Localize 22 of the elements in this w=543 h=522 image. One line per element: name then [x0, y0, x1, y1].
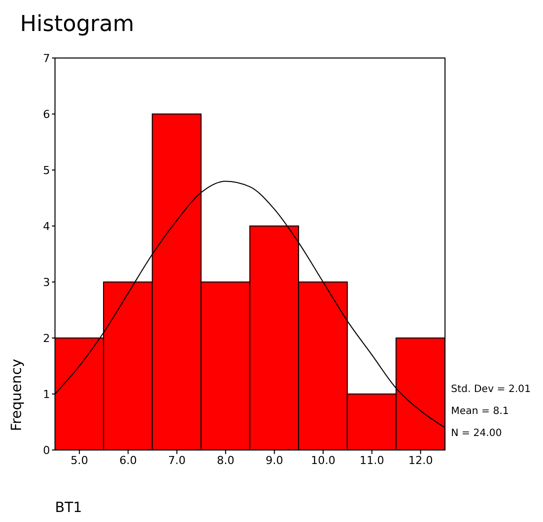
x-tick-label: 11.0 — [360, 454, 384, 467]
y-tick-label: 6 — [43, 108, 50, 121]
y-axis-title: Frequency — [9, 358, 25, 434]
y-tick-label: 7 — [43, 52, 50, 65]
x-tick-label: 10.0 — [310, 454, 336, 467]
chart-title: Histogram — [20, 12, 134, 37]
y-tick-label: 3 — [43, 276, 50, 289]
text: Std. Dev = 2.01 — [451, 384, 531, 395]
x-axis-title: BT1 — [55, 500, 82, 516]
y-tick-label: 2 — [43, 332, 50, 345]
x-tick-label: 12.0 — [408, 454, 433, 467]
y-tick-label: 4 — [43, 220, 50, 233]
x-tick-label: 7.0 — [168, 454, 186, 467]
x-tick-label: 8.0 — [216, 454, 234, 467]
y-tick-label: 0 — [43, 444, 50, 457]
x-tick-label: 9.0 — [266, 454, 284, 467]
text: N = 24.00 — [451, 428, 502, 439]
y-tick-label: 5 — [43, 164, 50, 177]
text: Mean = 8.1 — [451, 406, 509, 417]
y-tick-label: 1 — [43, 388, 50, 401]
x-tick-label: 6.0 — [119, 454, 137, 467]
x-tick-label: 5.0 — [70, 454, 88, 467]
